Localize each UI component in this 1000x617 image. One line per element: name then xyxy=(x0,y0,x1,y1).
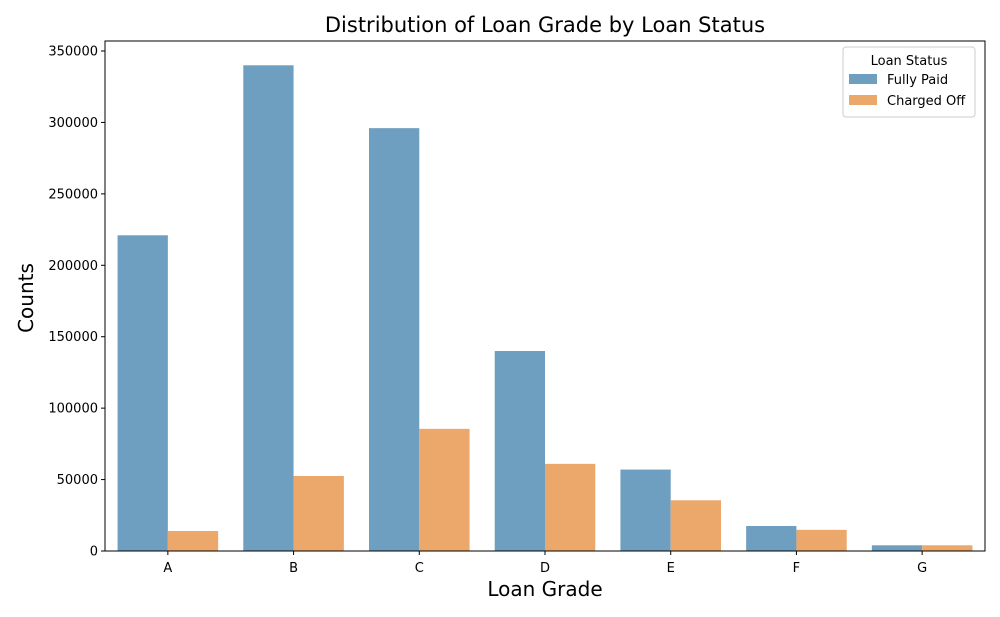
bar-fully-paid-e xyxy=(620,469,671,551)
y-tick-label: 350000 xyxy=(48,45,98,60)
x-tick-label-d: D xyxy=(540,561,550,576)
y-tick-label: 250000 xyxy=(48,187,98,202)
legend: Loan Status Fully Paid Charged Off xyxy=(842,46,976,118)
chart-title: Distribution of Loan Grade by Loan Statu… xyxy=(325,13,765,37)
bar-fully-paid-f xyxy=(746,526,797,551)
legend-label-fully-paid: Fully Paid xyxy=(887,73,948,88)
axes-layer: 0 50000 100000 150000 200000 250000 300000 3500… xyxy=(48,40,986,576)
bar-charged-off-g xyxy=(922,545,973,551)
x-tick-label-a: A xyxy=(163,561,172,576)
y-tick-label: 100000 xyxy=(48,402,98,417)
y-tick-label: 150000 xyxy=(48,330,98,345)
bars-layer xyxy=(117,65,973,552)
bar-fully-paid-d xyxy=(494,351,545,551)
legend-title: Loan Status xyxy=(871,54,948,69)
legend-swatch-fully-paid xyxy=(849,74,877,84)
bar-fully-paid-a xyxy=(117,235,168,552)
x-tick-label-e: E xyxy=(667,561,675,576)
bar-fully-paid-g xyxy=(871,545,923,551)
bar-charged-off-f xyxy=(796,529,847,551)
bar-fully-paid-b xyxy=(243,65,294,552)
x-tick-label-g: G xyxy=(917,561,927,576)
y-axis-title: Counts xyxy=(14,263,38,333)
bar-charged-off-b xyxy=(293,476,344,551)
bar-charged-off-c xyxy=(419,428,470,551)
bar-fully-paid-c xyxy=(369,128,420,551)
legend-label-charged-off: Charged Off xyxy=(887,94,966,109)
y-tick-label: 0 xyxy=(90,545,98,560)
y-tick-label: 200000 xyxy=(48,259,98,274)
x-tick-label-b: B xyxy=(289,561,298,576)
x-axis-title: Loan Grade xyxy=(487,577,602,601)
bar-charged-off-e xyxy=(670,500,721,551)
x-tick-label-f: F xyxy=(793,561,800,576)
y-tick-label: 300000 xyxy=(48,116,98,131)
y-tick-label: 50000 xyxy=(57,473,98,488)
x-tick-label-c: C xyxy=(415,561,424,576)
legend-swatch-charged-off xyxy=(849,95,877,105)
bar-charged-off-a xyxy=(167,531,219,551)
bar-charged-off-d xyxy=(545,463,596,551)
